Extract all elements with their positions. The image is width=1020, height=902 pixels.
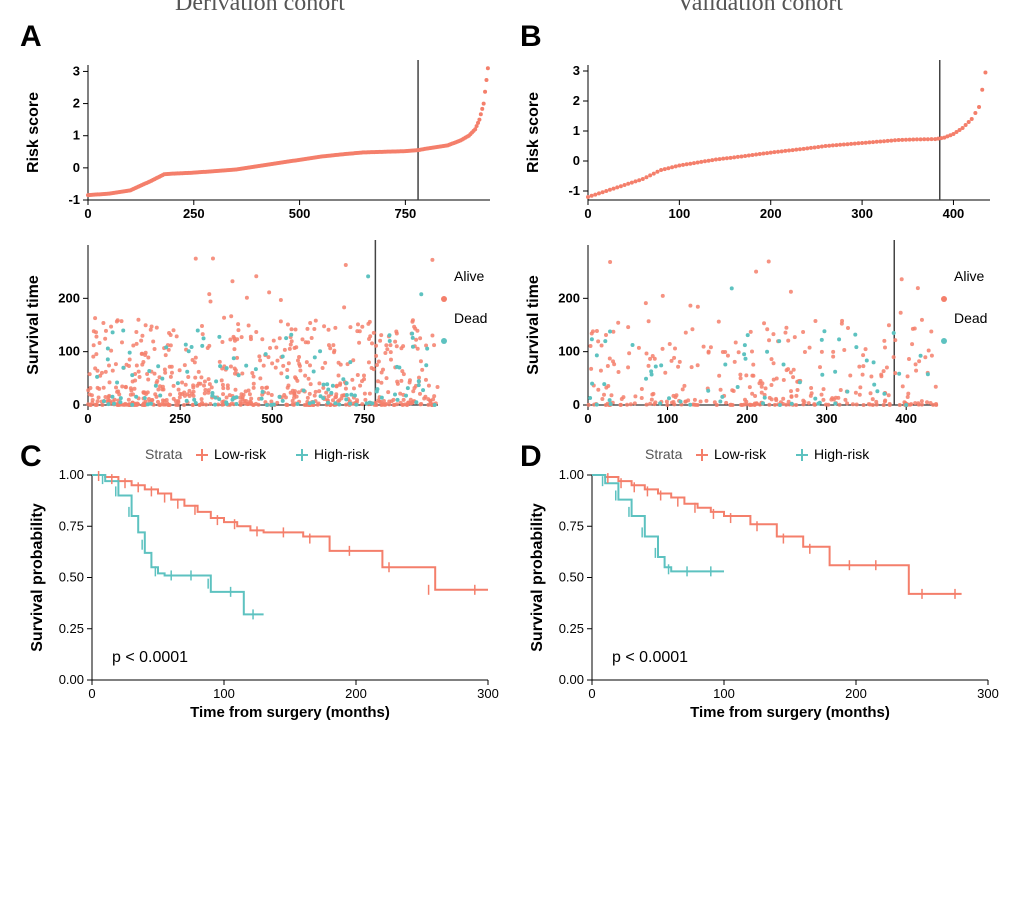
svg-text:Dead: Dead	[954, 310, 987, 326]
svg-text:0.25: 0.25	[559, 621, 584, 636]
svg-text:100: 100	[213, 686, 235, 701]
figure-grid: Derivation cohort A 0250500750-10123Risk…	[20, 20, 1000, 735]
svg-text:3: 3	[573, 63, 580, 78]
svg-text:0: 0	[573, 153, 580, 168]
panel-a: Derivation cohort A 0250500750-10123Risk…	[20, 20, 500, 435]
svg-text:200: 200	[760, 206, 782, 221]
svg-text:250: 250	[169, 411, 191, 426]
title-validation: Validation cohort	[520, 0, 1000, 17]
svg-text:High-risk: High-risk	[314, 446, 370, 462]
svg-text:0: 0	[73, 160, 80, 175]
svg-text:100: 100	[558, 344, 580, 359]
label-b: B	[520, 20, 542, 54]
svg-text:Alive: Alive	[454, 268, 485, 284]
svg-text:Low-risk: Low-risk	[214, 446, 267, 462]
panel-d: D StrataLow-riskHigh-risk01002003000.000…	[520, 445, 1000, 725]
svg-text:200: 200	[58, 290, 80, 305]
svg-text:2: 2	[73, 96, 80, 111]
svg-text:Survival time: Survival time	[25, 275, 42, 375]
svg-text:100: 100	[669, 206, 691, 221]
panel-b: Validation cohort B 0100200300400-10123R…	[520, 20, 1000, 435]
svg-text:Alive: Alive	[954, 268, 985, 284]
svg-text:0.75: 0.75	[559, 518, 584, 533]
panel-c: C StrataLow-riskHigh-risk01002003000.000…	[20, 445, 500, 725]
svg-text:0.50: 0.50	[59, 570, 84, 585]
svg-text:-1: -1	[68, 192, 80, 207]
svg-text:3: 3	[73, 63, 80, 78]
svg-text:0.25: 0.25	[59, 621, 84, 636]
chart-b-risk: 0 100 200 300 400 -1 0 1 2 3 Risk score	[520, 55, 1000, 230]
chart-d-km: Strata Low-risk High-risk 0 100 200 300 0.00 0.2…	[520, 445, 1000, 725]
svg-text:250: 250	[183, 206, 205, 221]
svg-text:0.50: 0.50	[559, 570, 584, 585]
svg-text:200: 200	[345, 686, 367, 701]
svg-text:0: 0	[584, 206, 591, 221]
svg-text:Strata: Strata	[145, 446, 183, 462]
svg-text:Strata: Strata	[645, 446, 683, 462]
svg-text:1: 1	[573, 123, 580, 138]
svg-text:1.00: 1.00	[59, 467, 84, 482]
svg-text:2: 2	[573, 93, 580, 108]
label-d: D	[520, 440, 542, 474]
svg-text:0.00: 0.00	[559, 672, 584, 687]
label-a: A	[20, 20, 42, 54]
svg-text:Time from surgery (months): Time from surgery (months)	[190, 704, 390, 721]
svg-text:0.00: 0.00	[59, 672, 84, 687]
svg-text:-1: -1	[568, 183, 580, 198]
chart-a-surv: 0 250 500 750 0 100 200 Survival time Alive Dead	[20, 235, 500, 435]
svg-text:200: 200	[736, 411, 758, 426]
label-c: C	[20, 440, 42, 474]
svg-text:p < 0.0001: p < 0.0001	[612, 649, 688, 666]
title-derivation: Derivation cohort	[20, 0, 500, 17]
chart-c-km: Strata Low-risk High-risk 0 100 200 300 0.00 0.2…	[20, 445, 500, 725]
svg-text:200: 200	[845, 686, 867, 701]
svg-text:400: 400	[895, 411, 917, 426]
svg-text:Survival time: Survival time	[525, 275, 542, 375]
svg-text:0: 0	[73, 397, 80, 412]
svg-text:100: 100	[657, 411, 679, 426]
svg-text:Risk score: Risk score	[25, 92, 42, 173]
svg-text:p < 0.0001: p < 0.0001	[112, 649, 188, 666]
svg-text:High-risk: High-risk	[814, 446, 870, 462]
svg-text:200: 200	[558, 290, 580, 305]
svg-text:1.00: 1.00	[559, 467, 584, 482]
svg-text:0: 0	[584, 411, 591, 426]
svg-text:Survival probability: Survival probability	[529, 503, 546, 652]
svg-text:750: 750	[353, 411, 375, 426]
svg-text:Low-risk: Low-risk	[714, 446, 767, 462]
svg-text:0: 0	[88, 686, 95, 701]
svg-text:400: 400	[943, 206, 965, 221]
svg-text:100: 100	[713, 686, 735, 701]
svg-text:0.75: 0.75	[59, 518, 84, 533]
svg-text:300: 300	[816, 411, 838, 426]
chart-a-risk: 0 250 500 750 -1 0 1 2 3 Risk score	[20, 55, 500, 230]
svg-text:300: 300	[977, 686, 999, 701]
svg-text:0: 0	[588, 686, 595, 701]
svg-text:Survival probability: Survival probability	[29, 503, 46, 652]
svg-text:500: 500	[289, 206, 311, 221]
svg-text:0: 0	[84, 206, 91, 221]
svg-text:300: 300	[477, 686, 499, 701]
svg-text:1: 1	[73, 128, 80, 143]
svg-text:0: 0	[573, 397, 580, 412]
svg-text:Time from surgery (months): Time from surgery (months)	[690, 704, 890, 721]
svg-text:500: 500	[261, 411, 283, 426]
svg-text:750: 750	[395, 206, 417, 221]
svg-text:0: 0	[84, 411, 91, 426]
svg-text:Risk score: Risk score	[525, 92, 542, 173]
svg-text:Dead: Dead	[454, 310, 487, 326]
svg-text:100: 100	[58, 344, 80, 359]
chart-b-surv: 0 100 200 300 400 0 100 200 Survival time Alive De…	[520, 235, 1000, 435]
svg-text:300: 300	[851, 206, 873, 221]
